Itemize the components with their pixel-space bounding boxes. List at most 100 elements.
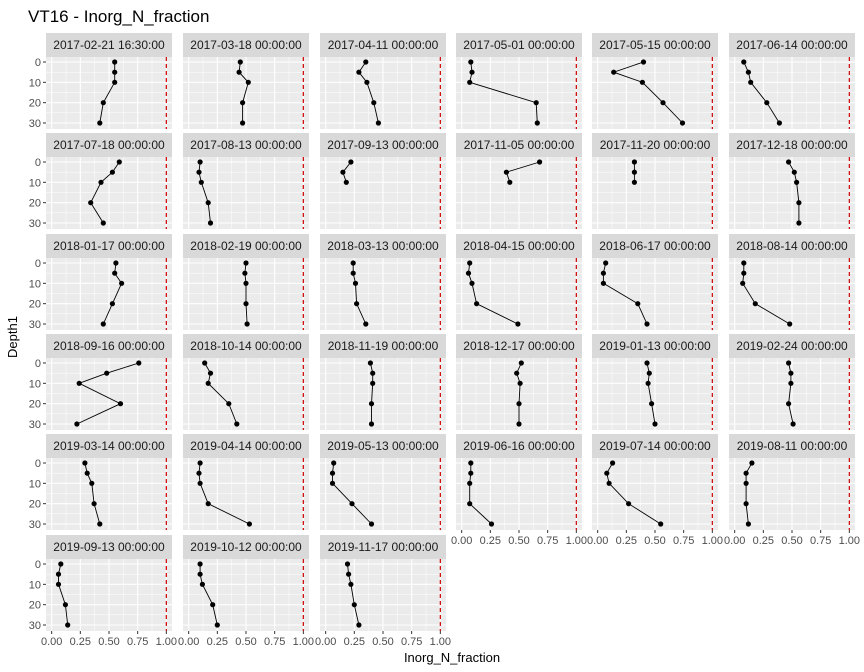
data-point [331,460,337,466]
facet-strip [592,33,718,57]
data-point [356,69,362,75]
facet-strip-label: 2017-12-18 00:00:00 [736,138,848,152]
facet-strip-label: 2019-06-16 00:00:00 [463,439,575,453]
facet-strip-label: 2018-04-15 00:00:00 [463,239,575,253]
data-point [74,421,80,427]
facet-panel: 2017-02-21 16:30:00 0 10 20 30 [29,33,172,130]
facet-panel: 2017-11-05 00:00:00 [456,133,582,229]
facet-strip [729,434,855,458]
data-point [112,79,118,85]
facet-panel: 2018-09-16 00:00:00 0 10 20 30 [29,334,172,431]
data-point [790,421,796,427]
x-tick-label: 0.25 [753,535,774,547]
facet-strip-label: 2017-02-21 16:30:00 [53,38,165,52]
facet-strip [592,234,718,258]
facet-panel: 2018-08-14 00:00:00 [729,234,855,330]
facet-strip-label: 2019-08-11 00:00:00 [737,439,848,453]
facet-strip [320,434,446,458]
facet-strip [320,334,446,358]
data-point [786,401,792,407]
y-tick-label: 0 [35,458,41,470]
data-point [516,421,522,427]
facet-panel: 2018-10-14 00:00:00 [183,334,309,430]
data-point [626,501,632,507]
data-point [488,521,495,527]
y-tick-label: 10 [29,478,41,490]
x-tick-label: 0.25 [70,636,91,648]
data-point [468,59,474,65]
data-point [207,220,214,226]
facet-panel: 2017-06-14 00:00:00 [729,33,855,129]
data-point [645,380,651,386]
facet-strip [456,434,582,458]
x-tick-label: 0.75 [127,636,148,648]
x-tick-label: 0.50 [235,636,256,648]
data-point [198,179,204,185]
facet-strip [592,133,718,157]
facet-strip-label: 2018-02-19 00:00:00 [190,239,302,253]
data-point [375,120,381,126]
data-point [367,360,373,366]
data-point [62,602,68,608]
data-point [606,480,612,486]
y-tick-label: 0 [35,358,41,370]
data-point [660,100,666,106]
data-point [786,159,792,165]
data-point [600,280,607,286]
x-tick-label: 1.00 [293,636,314,648]
data-point [237,59,243,65]
data-point [468,470,474,476]
facet-panel: 2017-12-18 00:00:00 [729,133,855,229]
facet-strip [46,234,172,258]
facet-strip-label: 2019-05-13 00:00:00 [327,439,439,453]
x-tick-label: 0.00 [41,636,62,648]
facet-strip-label: 2018-06-17 00:00:00 [599,239,711,253]
data-point [109,301,115,307]
data-point [741,260,747,266]
x-tick-label: 0.25 [480,535,501,547]
data-point [537,159,543,165]
facet-panel: 2017-11-20 00:00:00 [592,133,718,229]
data-point [516,401,522,407]
y-tick-label: 20 [29,198,41,210]
data-point [197,159,203,165]
data-point [604,470,610,476]
facet-strip-label: 2017-06-14 00:00:00 [736,38,848,52]
facet-strip-label: 2018-10-14 00:00:00 [190,339,302,353]
data-point [100,321,106,327]
data-point [91,501,97,507]
facet-panel: 2018-12-17 00:00:00 [456,334,582,430]
data-point [752,301,758,307]
facet-strip [592,434,718,458]
facet-panel: 2019-10-12 00:00:00 0.00 0.25 0.50 0.75 1.00 [178,535,314,648]
facet-panel: 2019-06-16 00:00:00 0.00 0.25 0.50 0.75 1.00 [451,434,587,547]
data-point [88,200,94,206]
data-point [635,301,641,307]
x-tick-label: 0.75 [264,636,285,648]
data-point [631,179,638,185]
data-point [205,501,211,507]
data-point [97,521,103,527]
data-point [351,602,357,608]
facet-strip-label: 2019-09-13 00:00:00 [53,540,165,554]
x-tick-label: 0.25 [344,636,365,648]
facet-panel: 2019-02-24 00:00:00 [729,334,855,430]
facet-panel: 2018-01-17 00:00:00 0 10 20 30 [29,234,172,331]
y-tick-label: 20 [29,399,41,411]
data-point [356,622,362,628]
data-point [364,79,370,85]
data-point [112,69,118,75]
data-point [515,321,521,327]
data-point [117,401,124,407]
data-point [348,581,354,587]
data-point [82,460,88,466]
data-point [370,370,376,376]
facet-strip-label: 2017-03-18 00:00:00 [190,38,302,52]
facet-panel: 2017-04-11 00:00:00 [320,33,446,129]
x-tick-label: 0.25 [616,535,637,547]
data-point [748,79,754,85]
data-point [764,100,770,106]
data-point [467,79,473,85]
data-point [370,380,376,386]
data-point [352,280,359,286]
